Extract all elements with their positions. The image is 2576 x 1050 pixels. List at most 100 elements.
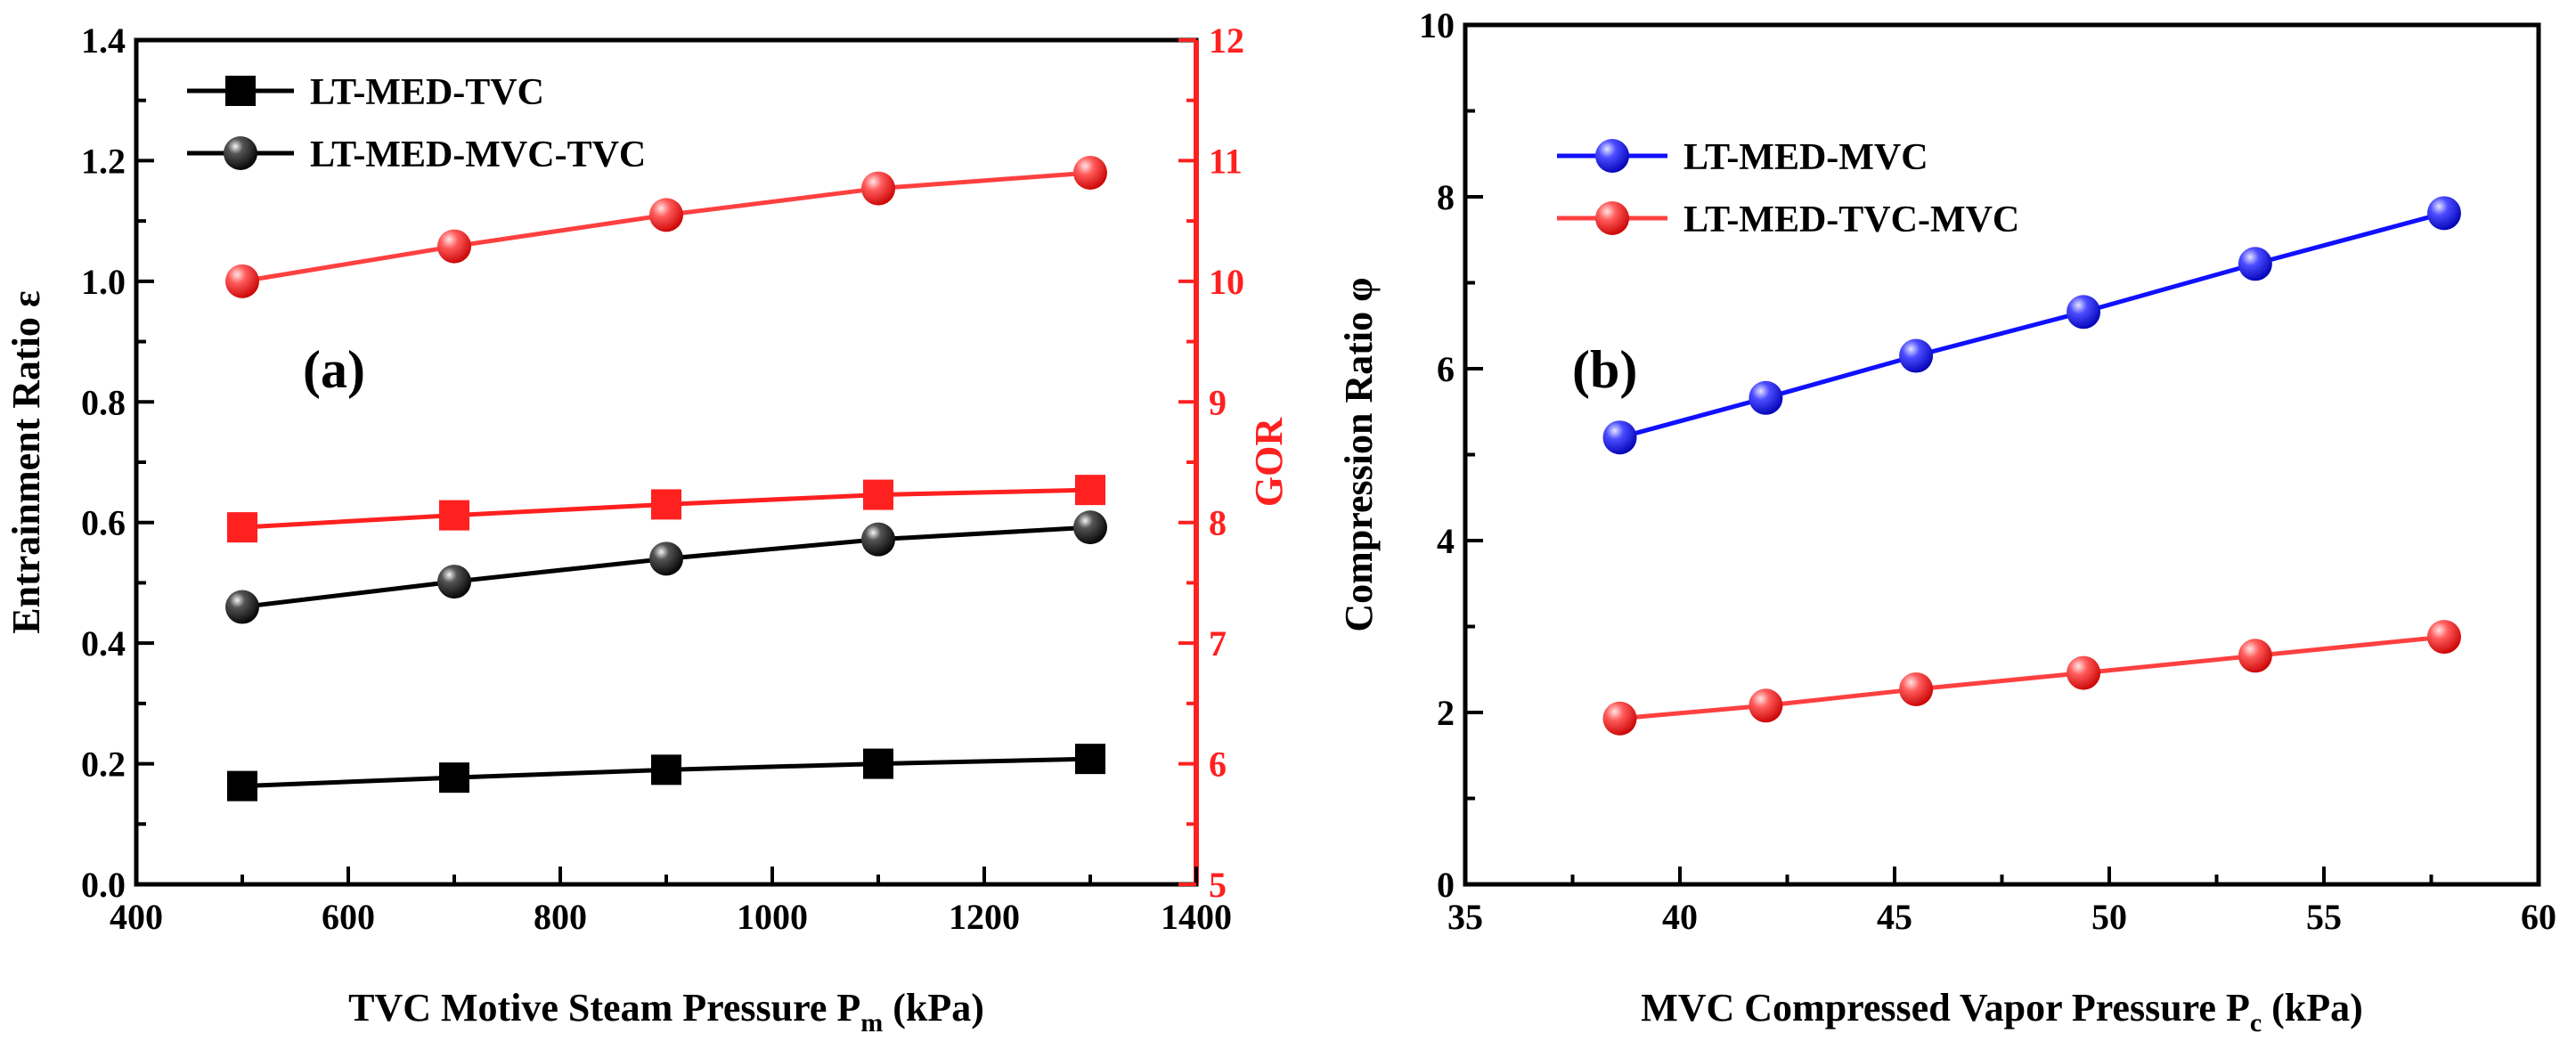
data-point bbox=[1073, 155, 1107, 190]
legend-marker bbox=[224, 136, 257, 170]
x-axis-title-subscript: c bbox=[2250, 1008, 2262, 1038]
legend-label: LT-MED-TVC bbox=[310, 72, 544, 113]
data-point bbox=[2426, 620, 2461, 655]
y-tick-label: 1.2 bbox=[81, 141, 126, 181]
legend-marker bbox=[225, 76, 256, 106]
data-point bbox=[2238, 639, 2272, 673]
y-tick-label: 6 bbox=[1437, 349, 1455, 389]
x-tick-label: 600 bbox=[322, 897, 375, 937]
series-lt-med-mvc-tvc bbox=[225, 510, 1107, 624]
y2-tick-label: 8 bbox=[1209, 503, 1227, 543]
data-point bbox=[437, 229, 471, 264]
legend-marker bbox=[1595, 139, 1629, 173]
legend-item: LT-MED-TVC bbox=[187, 72, 544, 113]
data-point bbox=[649, 198, 683, 232]
y-tick-label: 0.0 bbox=[81, 865, 126, 905]
data-point bbox=[225, 264, 259, 298]
data-point bbox=[651, 489, 681, 520]
data-point bbox=[649, 541, 683, 576]
x-axis-title-unit: (kPa) bbox=[2262, 986, 2363, 1030]
panel-b: 35 40 45 50 55 60 0 2 4 6 8 10 MVC Compressed Vapor … bbox=[1337, 5, 2556, 1038]
legend-item: LT-MED-TVC-MVC bbox=[1557, 199, 2019, 240]
legend: LT-MED-MVC LT-MED-TVC-MVC bbox=[1557, 137, 2019, 240]
x-axis-title: MVC Compressed Vapor Pressure Pc (kPa) bbox=[1641, 986, 2363, 1038]
legend-label: LT-MED-MVC bbox=[1683, 137, 1928, 178]
data-point bbox=[651, 754, 681, 785]
legend-item: LT-MED-MVC bbox=[1557, 137, 1928, 178]
x-tick-label: 50 bbox=[2091, 897, 2127, 937]
y-axis-title: Compression Ratio φ bbox=[1337, 277, 1381, 631]
data-point bbox=[2426, 196, 2461, 231]
x-tick-label: 45 bbox=[1877, 897, 1912, 937]
legend-label: LT-MED-TVC-MVC bbox=[1683, 199, 2019, 240]
x-axis-title: TVC Motive Steam Pressure Pm (kPa) bbox=[348, 986, 984, 1038]
data-point bbox=[1075, 475, 1105, 506]
data-point bbox=[227, 770, 257, 802]
data-point bbox=[1075, 744, 1105, 775]
series-lt-med-tvc-gor bbox=[227, 475, 1105, 543]
x-tick-label: 800 bbox=[534, 897, 587, 937]
y-tick-label: 4 bbox=[1437, 521, 1455, 561]
panel-label: (b) bbox=[1572, 340, 1637, 399]
x-tick-label: 1000 bbox=[737, 897, 808, 937]
data-point bbox=[439, 762, 469, 794]
data-point bbox=[1899, 672, 1934, 706]
legend-marker bbox=[1595, 201, 1629, 235]
data-point bbox=[861, 171, 895, 206]
y-tick-label: 1.0 bbox=[81, 262, 126, 302]
data-point bbox=[227, 512, 257, 543]
x-axis-title-subscript: m bbox=[860, 1008, 883, 1038]
data-point bbox=[1602, 701, 1637, 736]
y2-axis-title: GOR bbox=[1247, 417, 1291, 507]
panel-label: (a) bbox=[303, 340, 365, 399]
data-point bbox=[863, 479, 893, 510]
data-point bbox=[863, 748, 893, 779]
y2-tick-label: 6 bbox=[1209, 745, 1227, 785]
y2-tick-label: 9 bbox=[1209, 382, 1227, 422]
y2-tick-label: 12 bbox=[1209, 20, 1244, 61]
series-line bbox=[1618, 210, 2445, 440]
data-point bbox=[1749, 380, 1783, 415]
y-tick-label: 2 bbox=[1437, 693, 1455, 733]
data-point bbox=[437, 565, 471, 599]
x-axis-title-main: MVC Compressed Vapor Pressure P bbox=[1641, 986, 2250, 1030]
data-point bbox=[1073, 510, 1107, 545]
series-lt-med-mvc-tvc-gor bbox=[225, 155, 1107, 298]
legend: LT-MED-TVC LT-MED-MVC-TVC bbox=[187, 72, 646, 175]
y-tick-label: 0.8 bbox=[81, 382, 126, 422]
data-point bbox=[2067, 655, 2101, 690]
data-point bbox=[1749, 688, 1783, 723]
y-axis-title: Entrainment Ratio ε bbox=[4, 290, 48, 633]
series-lt-med-tvc bbox=[227, 744, 1105, 802]
x-tick-label: 60 bbox=[2521, 897, 2556, 937]
legend-item: LT-MED-MVC-TVC bbox=[187, 134, 646, 175]
x-tick-label: 40 bbox=[1662, 897, 1698, 937]
series-lt-med-mvc bbox=[1602, 196, 2461, 455]
x-tick-label: 55 bbox=[2306, 897, 2342, 937]
y-tick-label: 0.4 bbox=[81, 623, 126, 663]
y2-tick-label: 11 bbox=[1209, 141, 1243, 181]
y2-tick-label: 5 bbox=[1209, 865, 1227, 905]
panel-a: 400 600 800 1000 1200 1400 0.0 0.2 0.4 0.6 0.8 1.0 1… bbox=[4, 20, 1291, 1038]
series-line bbox=[1619, 634, 2445, 721]
y-tick-label: 1.4 bbox=[81, 20, 126, 61]
y2-tick-label: 7 bbox=[1209, 623, 1227, 663]
x-tick-label: 1400 bbox=[1161, 897, 1232, 937]
y-tick-label: 0 bbox=[1437, 865, 1455, 905]
y2-tick-label: 10 bbox=[1209, 262, 1244, 302]
y-tick-label: 8 bbox=[1437, 177, 1455, 217]
data-point bbox=[1899, 338, 1934, 373]
series-lt-med-tvc-mvc bbox=[1602, 620, 2461, 736]
x-tick-label: 400 bbox=[110, 897, 163, 937]
y-tick-label: 10 bbox=[1419, 5, 1455, 45]
y-tick-label: 0.2 bbox=[81, 745, 126, 785]
y-tick-label: 0.6 bbox=[81, 503, 126, 543]
x-tick-label: 1200 bbox=[949, 897, 1020, 937]
data-point bbox=[439, 500, 469, 531]
data-point bbox=[1602, 420, 1637, 455]
x-tick-label: 35 bbox=[1447, 897, 1483, 937]
data-point bbox=[2067, 295, 2101, 330]
data-point bbox=[225, 590, 259, 624]
x-axis-title-main: TVC Motive Steam Pressure P bbox=[348, 986, 860, 1030]
legend-label: LT-MED-MVC-TVC bbox=[310, 134, 646, 175]
